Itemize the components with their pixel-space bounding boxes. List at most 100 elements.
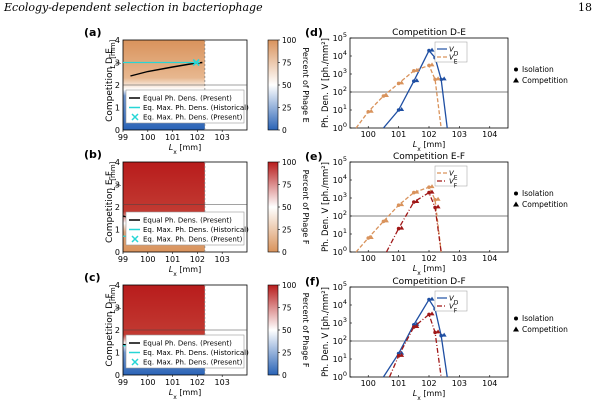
present-max-marker <box>192 58 200 67</box>
y-tick-label: 1 <box>115 349 120 358</box>
x-tick-label: 101 <box>391 130 406 139</box>
series-line-VF <box>385 191 442 253</box>
x-tick-label: 103 <box>215 378 230 387</box>
plot-frame <box>349 161 509 253</box>
data-point-competition-VD <box>441 76 447 81</box>
heatmap-legend <box>125 89 245 124</box>
y-tick-label: 101 <box>333 227 347 239</box>
colorbar-tick-label: 25 <box>282 226 292 235</box>
line-panel-d: (d) Competition D-E 100 101 102 103 104 100 101 1… <box>305 26 568 153</box>
legend-label: Equal Ph. Dens. (Present) <box>143 217 232 225</box>
x-tick-label: 103 <box>215 133 230 142</box>
y-tick-label: 104 <box>333 298 347 310</box>
colorbar-tick-label: 75 <box>282 304 292 313</box>
legend-label: Eq. Max. Ph. Dens. (Historical) <box>143 349 249 357</box>
legend-label: Equal Ph. Dens. (Present) <box>143 340 232 348</box>
isolation-marker <box>514 316 518 321</box>
data-point-competition-VE <box>383 218 389 223</box>
data-point-competition-VD <box>441 332 447 337</box>
y-tick-label: 102 <box>333 209 347 221</box>
data-point-competition-VD <box>414 78 420 83</box>
y-tick-label: 105 <box>333 155 347 167</box>
colorbar-tick-label: 0 <box>282 126 287 135</box>
legend-label: Eq. Max. Ph. Dens. (Present) <box>143 236 243 244</box>
y-tick-label: 0 <box>115 371 120 380</box>
colorbar-label: Percent of Phage E <box>301 47 310 122</box>
y-tick-label: 4 <box>115 281 120 290</box>
colorbar-tick-label: 100 <box>282 36 297 45</box>
legend-label: VE <box>449 54 458 66</box>
data-point-competition-VE <box>368 108 374 113</box>
panel-letter: (d) <box>305 26 323 39</box>
data-point-competition-VF <box>399 225 405 230</box>
marker-legend: Isolation Competition <box>513 314 568 334</box>
x-tick-label: 103 <box>452 379 467 388</box>
y-tick-label: 105 <box>333 280 347 292</box>
y-tick-label: 3 <box>115 59 120 68</box>
x-tick-label: 100 <box>361 254 376 263</box>
colorbar-label: Percent of Phage F <box>301 293 310 368</box>
x-tick-label: 100 <box>140 378 155 387</box>
competition-marker <box>513 201 519 207</box>
data-point-competition-VE <box>399 80 405 85</box>
panel-letter: (a) <box>84 26 101 39</box>
data-point-competition-VE <box>435 196 441 201</box>
panel-letter: (e) <box>305 150 323 163</box>
colorbar-tick-label: 0 <box>282 371 287 380</box>
data-point-competition-VF <box>429 189 435 194</box>
x-axis-label: Lx [mm] <box>413 264 445 277</box>
colorbar-tick-label: 25 <box>282 349 292 358</box>
y-tick-label: 103 <box>333 67 347 79</box>
y-axis-label: Ly [mm] <box>109 161 121 190</box>
colorbar-tick-label: 0 <box>282 248 287 257</box>
panel-letter: (b) <box>84 148 102 161</box>
chart-title: Competition D-E <box>392 28 466 38</box>
x-tick-label: 102 <box>421 130 436 139</box>
colorbar-tick-label: 25 <box>282 104 292 113</box>
colorbar-tick-label: 75 <box>282 59 292 68</box>
legend-label: VD <box>449 295 459 307</box>
y-axis-label: Ly [mm] <box>109 39 121 68</box>
competition-marker <box>513 77 519 83</box>
x-tick-label: 102 <box>190 133 205 142</box>
x-tick-label: 103 <box>215 255 230 264</box>
y-tick-label: 103 <box>333 191 347 203</box>
legend-label: Eq. Max. Ph. Dens. (Present) <box>143 359 243 367</box>
heatmap-legend <box>125 211 245 246</box>
x-tick-label: 99 <box>118 255 128 264</box>
x-tick-label: 100 <box>361 130 376 139</box>
y-tick-label: 1 <box>115 226 120 235</box>
legend-label: VF <box>449 178 458 190</box>
page-number: 18 <box>578 1 592 14</box>
series-line-VF <box>388 313 442 378</box>
x-tick-label: 103 <box>452 254 467 263</box>
line-panel-e: (e) Competition E-F 100 101 102 103 104 100 101 1… <box>305 150 568 277</box>
y-axis-label: Ly [mm] <box>109 284 121 313</box>
legend-label: Eq. Max. Ph. Dens. (Historical) <box>143 226 249 234</box>
y-tick-label: 103 <box>333 316 347 328</box>
colorbar <box>267 39 279 131</box>
data-point-competition-VE <box>429 184 435 189</box>
y-axis-label: Ph. Den. V [ph./mm²] <box>321 287 331 377</box>
heatmap-panel-b: (b)Competition E-F 99 100 101 102 103 0 1 2 3 4 Lx … <box>84 148 310 278</box>
running-title: Ecology-dependent selection in bacteriop… <box>4 1 263 14</box>
x-tick-label: 102 <box>421 379 436 388</box>
x-tick-label: 101 <box>391 379 406 388</box>
heatmap-legend <box>125 334 245 369</box>
x-axis-label: Lx [mm] <box>169 265 201 278</box>
data-point-competition-VF <box>435 204 441 209</box>
data-point-competition-VF <box>414 323 420 328</box>
colorbar-tick-label: 100 <box>282 281 297 290</box>
x-tick-label: 104 <box>482 254 497 263</box>
colorbar-tick-label: 75 <box>282 181 292 190</box>
x-tick-label: 102 <box>421 254 436 263</box>
y-tick-label: 105 <box>333 31 347 43</box>
marker-legend: Isolation Competition <box>513 65 568 85</box>
legend-marker-swatch <box>131 358 139 366</box>
x-tick-label: 103 <box>452 130 467 139</box>
chart-title: Competition D-F <box>392 277 465 287</box>
legend-label: VE <box>449 170 458 182</box>
